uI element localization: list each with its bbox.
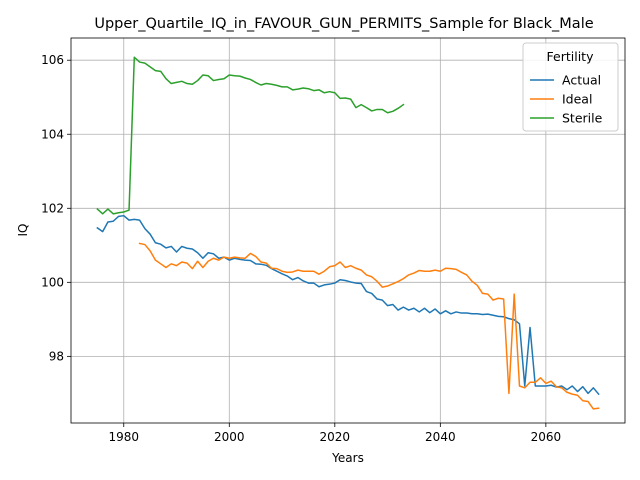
x-tick-label: 1980 [108, 430, 139, 444]
y-tick-label: 104 [41, 127, 64, 141]
x-tick-label: 2060 [531, 430, 562, 444]
y-tick-label: 100 [41, 275, 64, 289]
legend-box [522, 42, 619, 132]
x-tick-label: 2000 [214, 430, 245, 444]
chart-title: Upper_Quartile_IQ_in_FAVOUR_GUN_PERMITS_… [94, 16, 593, 32]
x-axis-label: Years [331, 451, 364, 465]
x-tick-label: 2020 [320, 430, 351, 444]
legend: Fertility Actual Ideal Sterile [522, 42, 619, 132]
series-line-sterile [96, 56, 405, 215]
y-tick-label: 102 [41, 201, 64, 215]
x-axis-ticks: 1980 2000 2020 2040 2060 [108, 423, 561, 444]
legend-label-sterile: Sterile [562, 111, 603, 126]
y-axis-label: IQ [16, 224, 30, 237]
series-lines [96, 56, 600, 410]
x-tick-label: 2040 [425, 430, 456, 444]
series-line-ideal [138, 242, 600, 410]
legend-items: Actual Ideal Sterile [530, 73, 603, 126]
y-axis-ticks: 98 100 102 104 106 [41, 53, 71, 363]
y-tick-label: 106 [41, 53, 64, 67]
legend-label-actual: Actual [562, 73, 601, 88]
legend-label-ideal: Ideal [562, 92, 592, 107]
legend-title: Fertility [547, 49, 595, 64]
plot-area-frame [70, 37, 626, 424]
y-tick-label: 98 [49, 349, 64, 363]
